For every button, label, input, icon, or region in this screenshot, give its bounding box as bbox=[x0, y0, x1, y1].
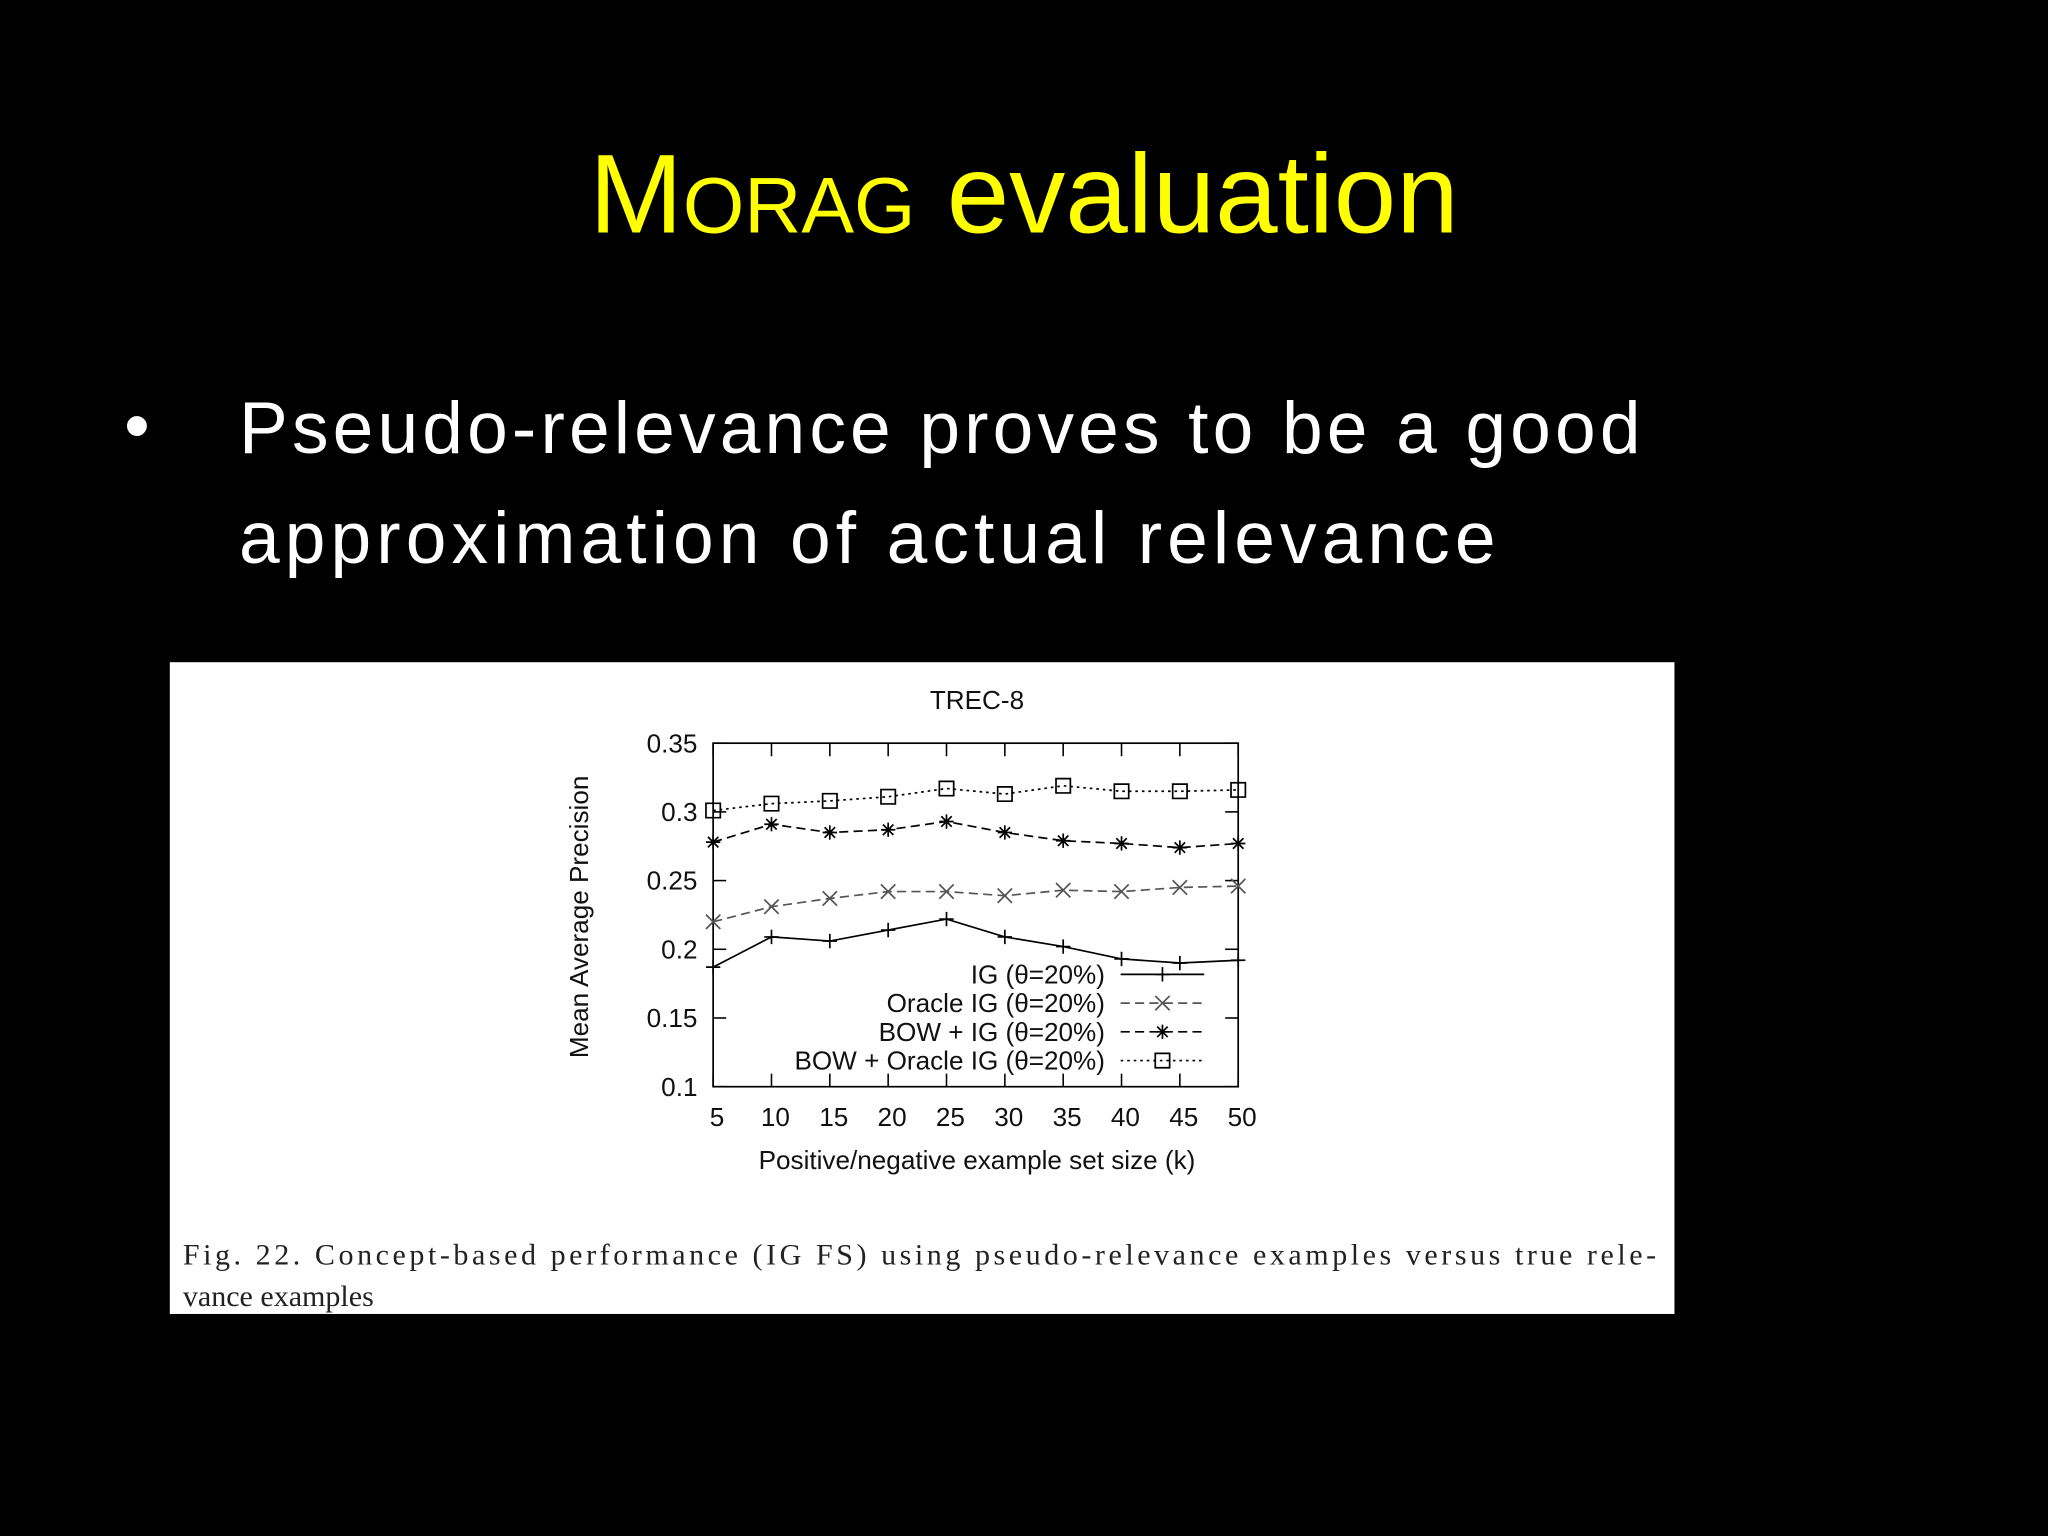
bullet-marker: • bbox=[124, 386, 150, 467]
marker bbox=[1230, 781, 1247, 798]
marker bbox=[1055, 882, 1071, 898]
marker bbox=[705, 959, 721, 975]
marker bbox=[939, 911, 954, 927]
marker bbox=[1231, 953, 1246, 968]
x-tick-label: 10 bbox=[761, 1102, 790, 1132]
y-tick-label: 0.2 bbox=[661, 934, 697, 964]
y-axis-label: Mean Average Precision bbox=[564, 776, 594, 1059]
marker bbox=[1231, 836, 1246, 851]
caption: vance examples bbox=[183, 1280, 374, 1313]
marker bbox=[822, 933, 838, 949]
marker bbox=[1155, 1024, 1170, 1040]
title-rest: evaluation bbox=[947, 130, 1459, 256]
y-tick-label: 0.1 bbox=[661, 1072, 697, 1102]
marker bbox=[996, 785, 1013, 803]
x-tick-label: 45 bbox=[1169, 1102, 1198, 1132]
chart: TREC-8 Positive/negative example set size… bbox=[564, 685, 1257, 1175]
marker bbox=[705, 802, 722, 819]
y-tick-label: 0.15 bbox=[647, 1003, 698, 1033]
marker bbox=[1055, 777, 1072, 794]
y-tick-label: 0.3 bbox=[661, 797, 697, 827]
series-line bbox=[713, 784, 1239, 812]
marker bbox=[938, 780, 955, 797]
marker bbox=[997, 887, 1013, 904]
marker bbox=[821, 792, 838, 809]
legend-label: BOW + Oracle IG (θ=20%) bbox=[794, 1046, 1105, 1076]
marker bbox=[880, 883, 896, 900]
marker bbox=[880, 822, 896, 837]
marker bbox=[938, 883, 955, 900]
series-line bbox=[712, 820, 1239, 849]
y-tick-label: 0.35 bbox=[647, 728, 698, 758]
legend-label: BOW + IG (θ=20%) bbox=[879, 1017, 1105, 1047]
series-line bbox=[712, 885, 1239, 923]
x-tick-label: 20 bbox=[878, 1102, 907, 1132]
marker bbox=[1172, 955, 1188, 971]
marker bbox=[880, 922, 896, 938]
marker bbox=[1172, 840, 1188, 855]
marker bbox=[1154, 1052, 1171, 1069]
x-tick-label: 35 bbox=[1053, 1102, 1082, 1132]
figure-panel bbox=[169, 662, 1675, 1314]
marker bbox=[1230, 878, 1246, 894]
y-tick-label: 0.25 bbox=[647, 866, 698, 896]
marker bbox=[1114, 836, 1129, 851]
legend-label: Oracle IG (θ=20%) bbox=[887, 988, 1105, 1018]
x-tick-label: 30 bbox=[994, 1102, 1023, 1132]
x-tick-label: 25 bbox=[936, 1102, 965, 1132]
marker bbox=[1114, 951, 1129, 967]
x-tick-label: 50 bbox=[1228, 1102, 1257, 1132]
slide-title: Morag evaluation bbox=[589, 130, 1458, 256]
marker bbox=[764, 929, 779, 945]
marker bbox=[939, 814, 954, 829]
x-tick-label: 5 bbox=[710, 1102, 725, 1132]
marker bbox=[764, 817, 779, 832]
marker bbox=[822, 825, 838, 840]
x-tick-label: 40 bbox=[1111, 1102, 1140, 1132]
legend-label: IG (θ=20%) bbox=[971, 960, 1105, 990]
series-line bbox=[712, 918, 1239, 968]
marker bbox=[1056, 833, 1071, 848]
chart-title: TREC-8 bbox=[930, 685, 1024, 715]
plot-frame bbox=[712, 742, 1240, 1088]
x-tick-label: 15 bbox=[819, 1102, 848, 1132]
marker bbox=[822, 890, 838, 907]
title-name: Morag bbox=[589, 130, 915, 256]
marker bbox=[997, 825, 1013, 840]
marker bbox=[1056, 939, 1071, 954]
marker bbox=[705, 834, 721, 850]
marker bbox=[763, 795, 780, 812]
marker bbox=[1172, 879, 1188, 896]
marker bbox=[705, 914, 721, 930]
marker bbox=[1171, 783, 1188, 800]
marker bbox=[997, 929, 1013, 945]
marker bbox=[763, 898, 780, 915]
marker bbox=[1113, 783, 1130, 800]
marker bbox=[1155, 967, 1170, 982]
marker bbox=[880, 788, 897, 805]
bullet-text: Pseudo-relevance proves to be a good bbox=[239, 388, 1640, 469]
caption: Fig. 22. Concept-based performance (IG F… bbox=[183, 1238, 1656, 1271]
x-axis-label: Positive/negative example set size (k) bbox=[759, 1145, 1196, 1175]
marker bbox=[1154, 995, 1171, 1011]
marker bbox=[1113, 883, 1130, 900]
bullet-text: approximation of actual relevance bbox=[239, 498, 1495, 579]
